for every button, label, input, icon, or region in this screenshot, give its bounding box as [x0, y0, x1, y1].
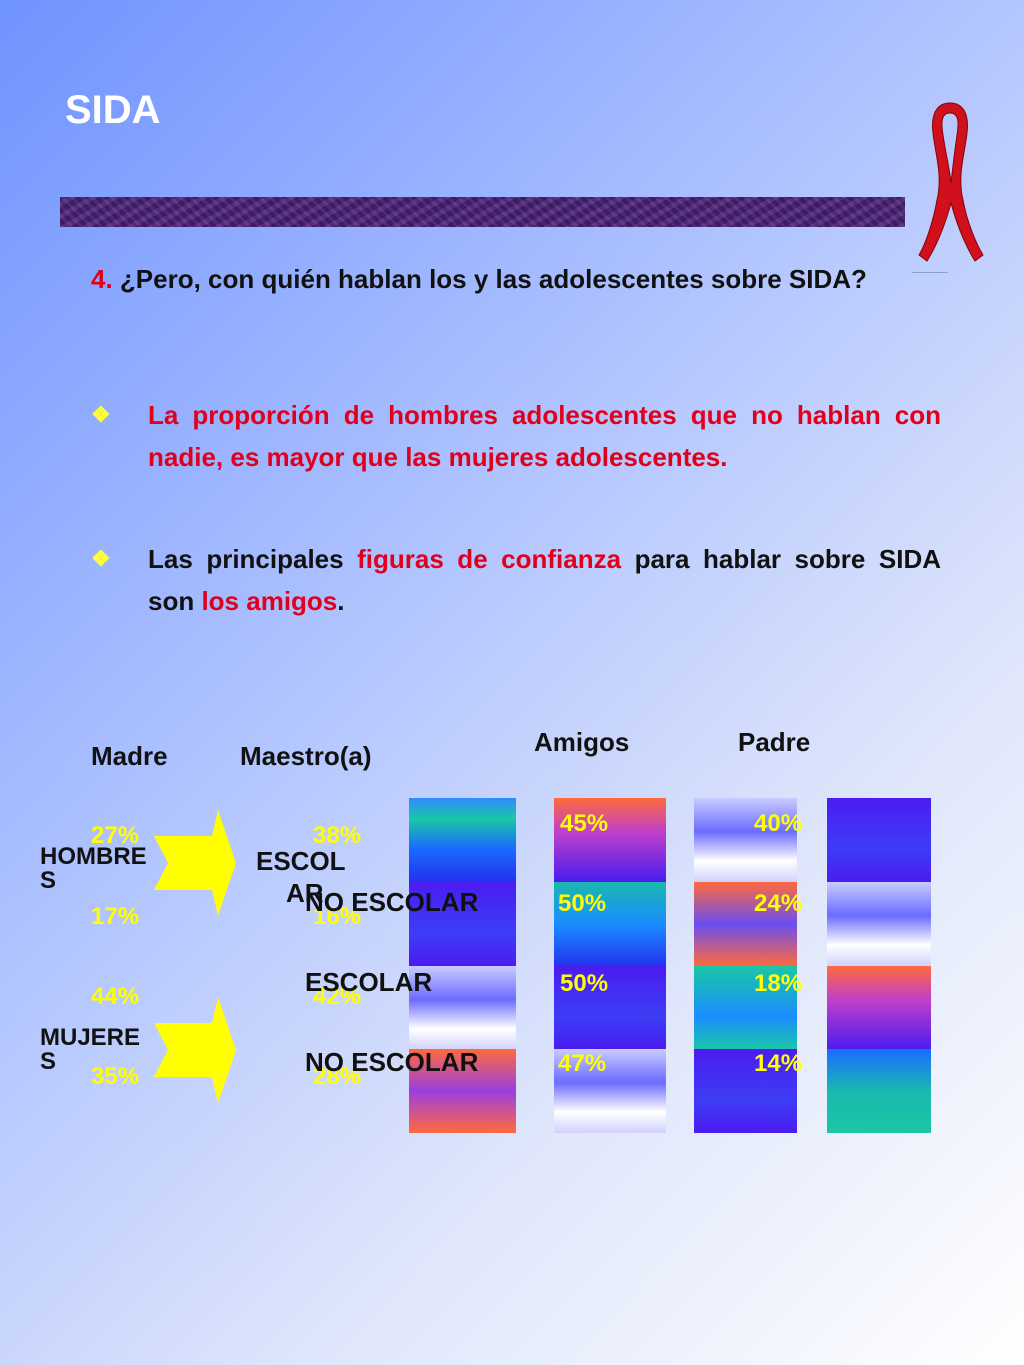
question-heading: 4. ¿Pero, con quién hablan los y las ado… — [91, 264, 968, 294]
bullet-2-highlight-2: los amigos — [201, 586, 338, 616]
row-label-escolar-line2: AR — [286, 878, 324, 908]
padre-pct-4: 14% — [754, 1050, 803, 1077]
padre-pct-3: 18% — [754, 970, 803, 997]
maestro-pct-4: 28% — [313, 1063, 362, 1090]
header-amigos: Amigos — [534, 727, 630, 757]
group-hombres-line1: HOMBRE — [40, 843, 147, 870]
amigos-pct-1: 45% — [560, 810, 609, 837]
group-hombres-line2: S — [40, 867, 57, 894]
bullet-1: ❖ La proporción de hombres adolescentes … — [91, 394, 941, 478]
bullet-2-part3: para hablar sobre SIDA son — [148, 544, 941, 616]
amigos-pct-4: 47% — [558, 1050, 607, 1077]
question-number: 4. — [91, 264, 113, 294]
bullet-2-part1: Las principales — [148, 544, 358, 574]
padre-pct-1: 40% — [754, 810, 803, 837]
row-label-no-escolar-hombres: NO ESCOLAR — [305, 887, 479, 917]
row-label-no-escolar-mujeres: NO ESCOLAR — [305, 1047, 479, 1077]
group-mujeres-line2: S — [40, 1048, 57, 1075]
maestro-pct-3: 42% — [313, 983, 362, 1010]
madre-pct-2: 17% — [91, 903, 140, 930]
diamond-bullet-icon: ❖ — [91, 402, 111, 427]
header-padre: Padre — [738, 727, 811, 757]
bar-column-3 — [694, 798, 797, 1133]
maestro-pct-2: 16% — [313, 903, 362, 930]
padre-pct-2: 24% — [754, 890, 803, 917]
header-band — [60, 197, 905, 227]
divider — [912, 272, 948, 273]
bar-column-4 — [827, 798, 931, 1133]
bar-column-2 — [554, 798, 666, 1133]
arrow-right-icon — [154, 997, 236, 1103]
header-madre: Madre — [91, 741, 168, 771]
group-mujeres: MUJERE S — [40, 1026, 140, 1074]
header-maestro: Maestro(a) — [240, 741, 372, 771]
arrow-right-icon — [154, 810, 236, 916]
madre-pct-3: 44% — [91, 983, 140, 1010]
amigos-pct-3: 50% — [560, 970, 609, 997]
row-label-escolar-hombres: ESCOL AR — [256, 845, 346, 909]
bullet-2: ❖ Las principales figuras de confianza p… — [91, 538, 941, 622]
bullet-1-text: La proporción de hombres adolescentes qu… — [148, 400, 941, 472]
madre-pct-1: 27% — [91, 822, 140, 849]
question-text: ¿Pero, con quién hablan los y las adoles… — [119, 264, 867, 294]
bullet-2-highlight-1: figuras de confianza — [357, 544, 622, 574]
bar-column-1 — [409, 798, 516, 1133]
group-hombres: HOMBRE S — [40, 845, 147, 893]
diamond-bullet-icon: ❖ — [91, 546, 111, 571]
row-label-escolar-line1: ESCOL — [256, 846, 346, 876]
amigos-pct-2: 50% — [558, 890, 607, 917]
aids-ribbon-icon — [918, 102, 984, 262]
group-mujeres-line1: MUJERE — [40, 1024, 141, 1051]
row-label-escolar-mujeres: ESCOLAR — [305, 967, 433, 997]
bullet-2-part5: . — [337, 586, 345, 616]
madre-pct-4: 35% — [91, 1063, 140, 1090]
page-title: SIDA — [65, 88, 161, 132]
maestro-pct-1: 38% — [313, 822, 362, 849]
